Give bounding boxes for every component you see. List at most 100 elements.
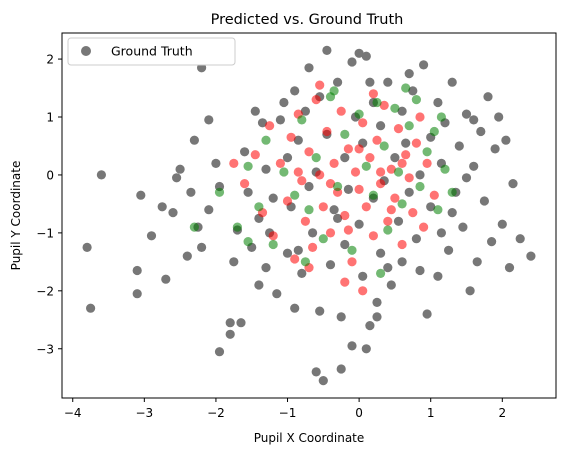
data-point-s0-36 [282,153,293,163]
data-point-s1-29 [365,153,375,163]
data-point-s0-57 [340,153,350,163]
data-point-s1-3 [265,121,275,131]
data-point-s0-11 [172,173,182,183]
data-point-s2-5 [268,239,278,250]
data-point-s2-38 [401,83,411,93]
data-point-s1-0 [240,179,250,189]
data-point-s0-8 [157,202,167,212]
data-point-s0-124 [293,245,303,255]
data-point-s0-37 [282,248,293,258]
data-point-s0-120 [261,263,271,273]
data-point-s0-118 [189,135,199,145]
data-point-s1-51 [229,158,239,168]
data-point-s0-3 [132,289,142,299]
data-point-s0-123 [404,69,414,79]
data-point-s2-39 [329,86,339,96]
data-point-s1-39 [401,150,411,160]
data-point-s1-26 [354,184,364,194]
data-point-s0-12 [186,187,196,197]
data-point-s0-92 [433,271,443,281]
data-point-s2-36 [376,268,386,278]
y-tick-label: 0 [46,168,54,182]
data-point-s1-23 [343,144,353,154]
data-point-s0-77 [386,280,396,290]
data-point-s0-4 [132,265,142,276]
data-point-s0-122 [204,205,214,215]
data-point-s0-101 [465,286,475,296]
data-point-s2-4 [261,135,271,145]
data-point-s2-8 [297,115,307,125]
data-point-s0-131 [469,115,479,125]
data-point-s0-54 [329,205,339,215]
data-point-s2-26 [411,95,421,105]
data-point-s0-88 [422,309,432,319]
data-point-s0-109 [497,219,507,229]
data-point-s0-127 [383,263,393,273]
data-point-s0-39 [290,86,300,96]
legend-marker-ground-truth [81,46,91,56]
data-point-s0-78 [390,153,400,163]
data-point-s0-67 [361,344,371,354]
data-point-s0-81 [397,257,407,267]
data-point-s1-33 [379,100,389,110]
data-point-s0-7 [161,274,171,284]
data-point-s1-27 [358,118,368,128]
series-0 [82,45,536,386]
data-point-s1-49 [315,80,325,90]
data-point-s0-41 [293,135,303,145]
data-point-s0-59 [343,184,353,194]
data-point-s1-47 [340,277,350,287]
data-point-s2-27 [415,181,425,192]
points-layer [82,45,536,386]
data-point-s0-22 [225,329,235,339]
data-point-s1-22 [340,210,350,221]
data-point-s0-27 [250,106,260,116]
data-point-s0-34 [272,289,282,299]
y-tick-label: 2 [46,53,54,67]
data-point-s2-2 [243,161,253,171]
data-point-s1-38 [397,239,407,250]
data-point-s1-59 [397,158,407,168]
data-point-s0-35 [275,115,285,125]
data-point-s0-121 [461,173,472,183]
data-point-s1-44 [419,222,429,232]
data-point-s2-1 [232,222,242,232]
data-point-s0-30 [257,118,268,128]
data-point-s0-33 [268,193,278,203]
data-point-s1-30 [368,231,378,241]
data-point-s1-10 [297,176,307,186]
data-point-s0-84 [408,86,418,96]
data-point-s0-63 [354,48,364,58]
data-point-s1-25 [350,167,361,177]
data-point-s0-15 [182,251,192,261]
data-point-s0-43 [300,106,310,116]
data-point-s1-18 [325,228,336,238]
data-point-s0-130 [279,97,289,108]
data-point-s2-28 [422,147,432,157]
data-point-s0-1 [82,242,92,252]
data-point-s2-6 [279,167,289,177]
data-point-s0-23 [229,257,239,267]
data-point-s0-115 [311,367,321,377]
data-point-s2-31 [440,164,450,174]
data-point-s2-20 [379,141,389,151]
series-1 [229,80,439,296]
data-point-s2-17 [361,161,371,171]
data-point-s0-103 [472,257,482,267]
y-axis-title: Pupil Y Coordinate [9,161,23,271]
data-point-s0-72 [372,297,382,307]
data-point-s0-87 [419,60,429,70]
data-point-s0-126 [243,187,253,197]
data-point-s0-76 [383,77,393,87]
data-point-s0-9 [168,208,178,218]
data-point-s0-95 [444,245,454,255]
data-point-s0-119 [494,112,504,122]
data-point-s1-36 [390,193,400,203]
data-point-s1-58 [293,167,303,177]
data-point-s0-104 [476,126,486,137]
data-point-s0-98 [454,141,464,151]
plot-frame [61,32,557,399]
data-point-s1-13 [308,242,318,252]
data-point-s2-16 [354,109,364,119]
data-point-s1-28 [361,202,371,212]
